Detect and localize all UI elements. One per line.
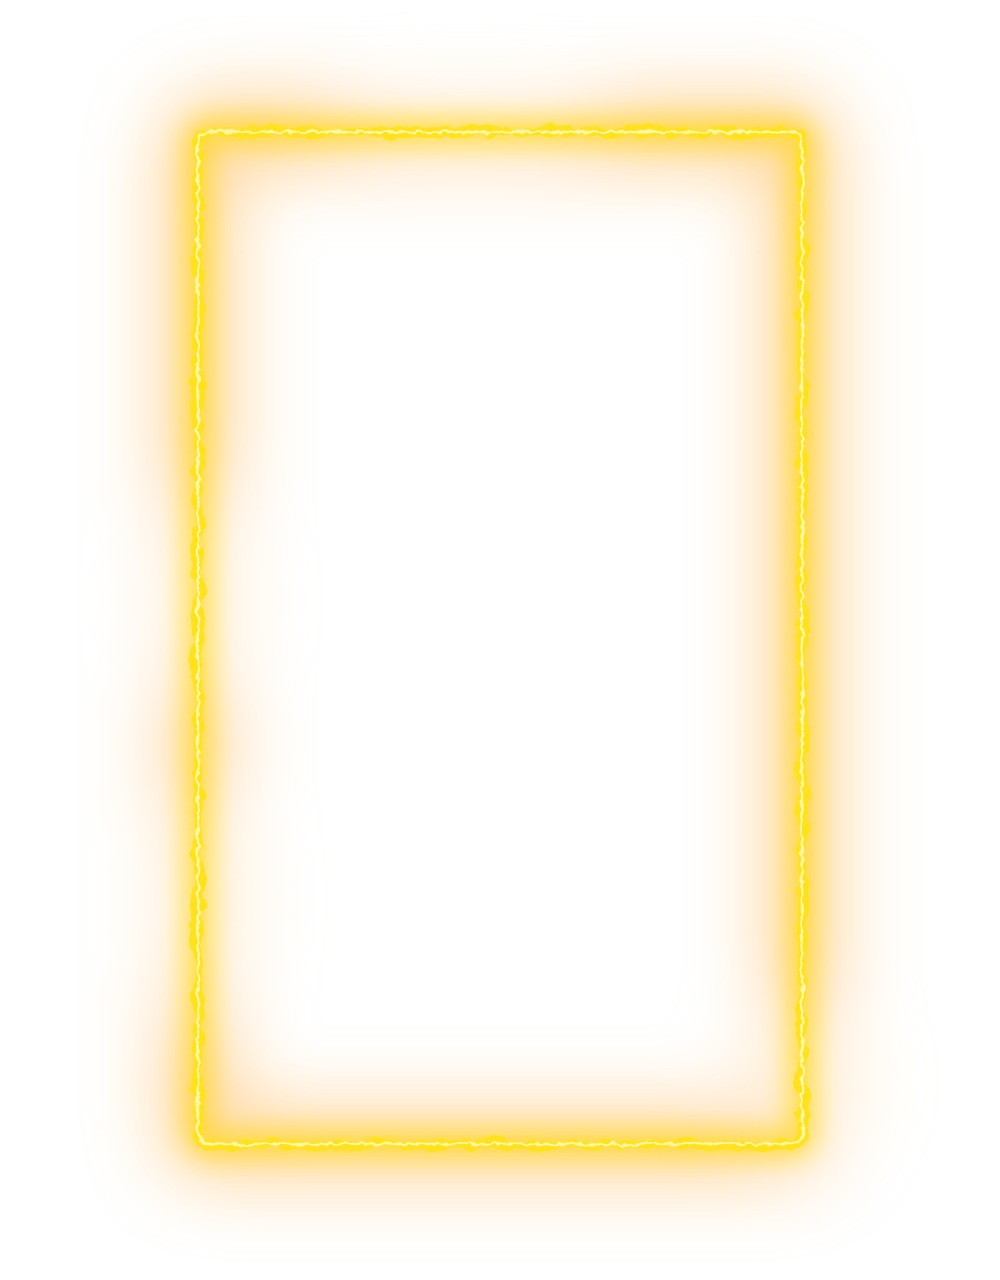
- flame-line: [193, 127, 807, 1149]
- core-line: [195, 129, 805, 1147]
- inner-glow: [185, 119, 815, 1157]
- outer-haze: [160, 94, 860, 1179]
